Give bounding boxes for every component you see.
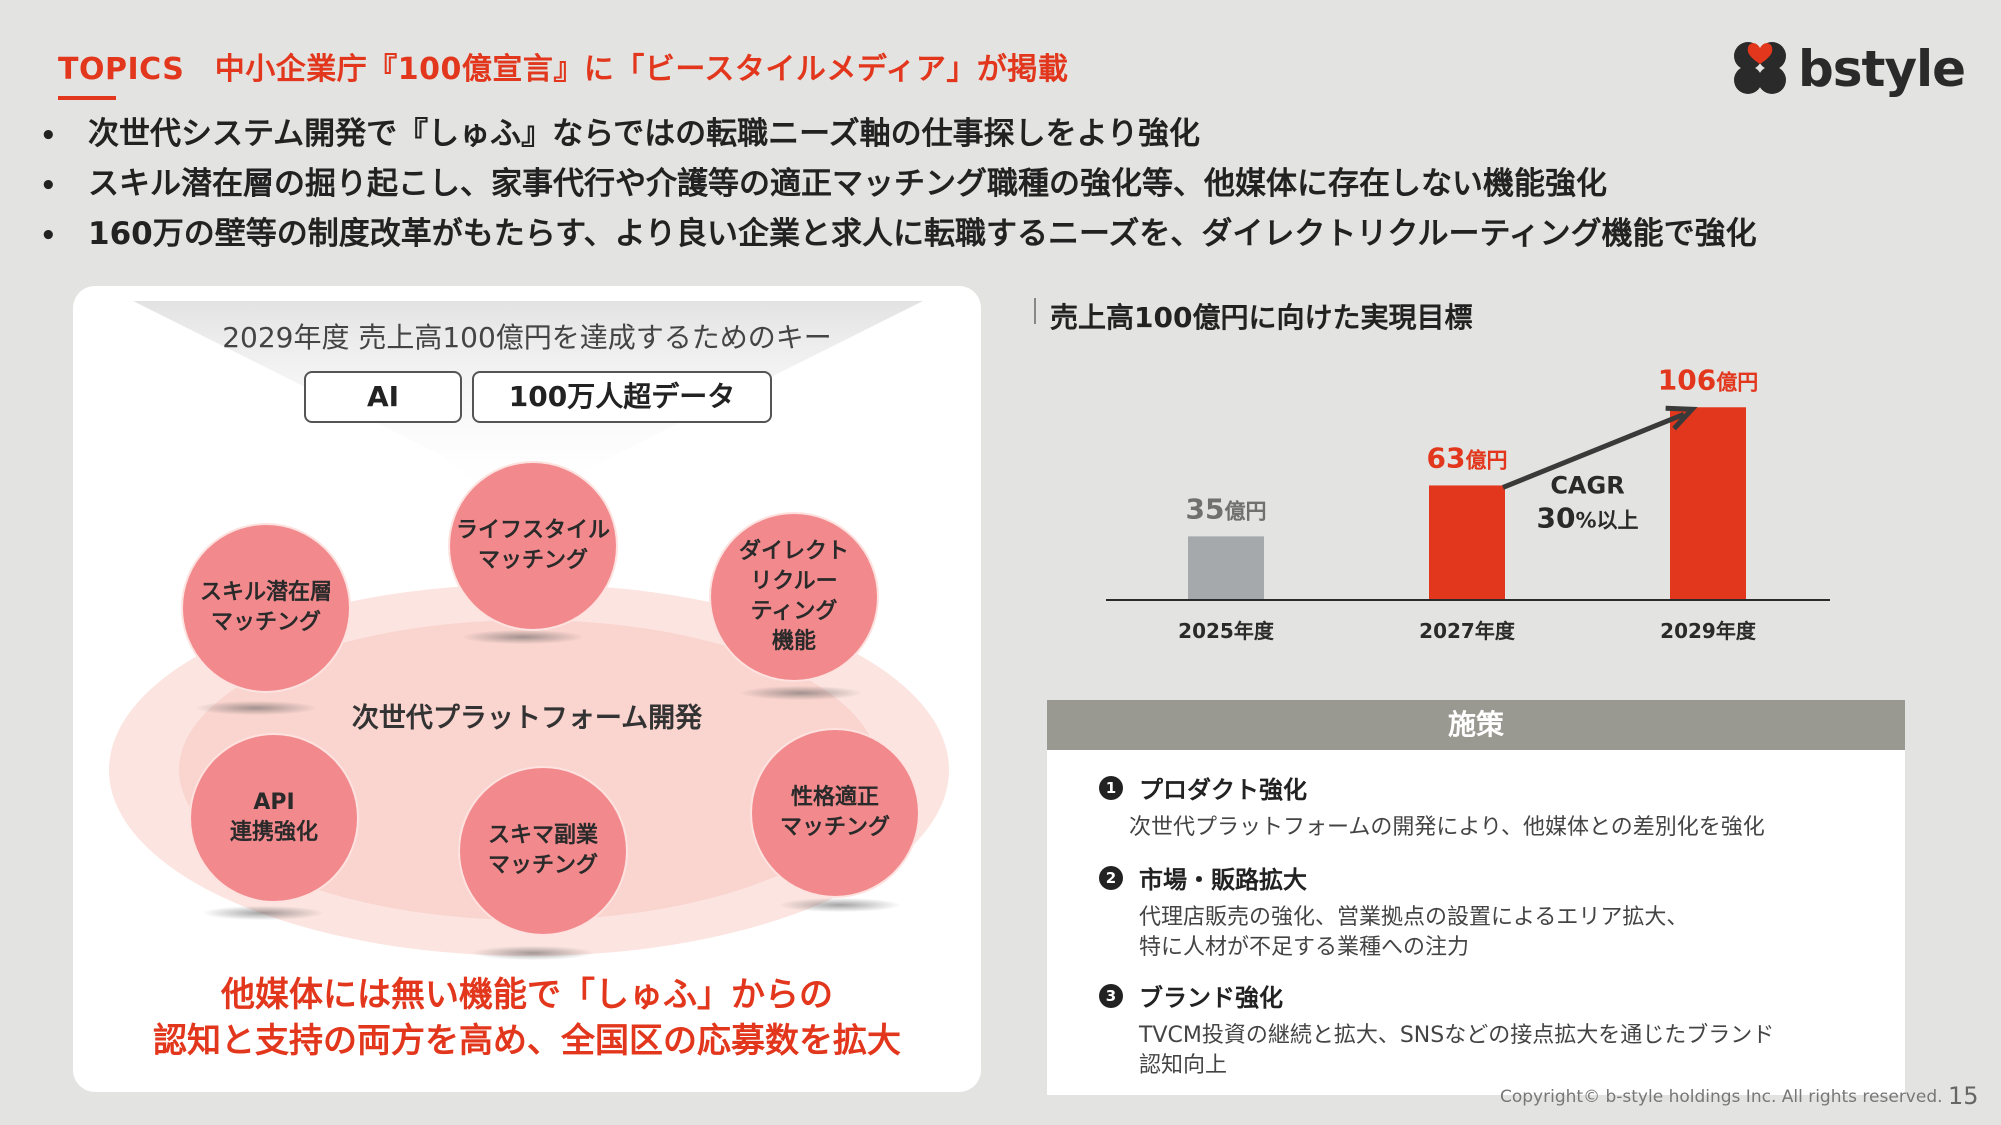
circle-shadow [741,686,861,700]
bullet-item: • スキル潜在層の掘り起こし、家事代行や介護等の適正マッチング職種の強化等、他媒体… [40,160,1757,210]
measure-item: 1 プロダクト強化 次世代プラットフォームの開発により、他媒体との差別化を強化 [1099,770,1765,843]
circle-shadow [780,898,900,912]
key-box-ai: AI [304,371,462,423]
measure-desc: 代理店販売の強化、営業拠点の設置によるエリア拡大、 特に人材が不足する業種への注… [1139,905,1689,960]
circle-api-integration: API 連携強化 [189,733,359,903]
logo-text: bstyle [1798,40,1966,98]
measures-panel: 施策 1 プロダクト強化 次世代プラットフォームの開発により、他媒体との差別化を強… [1047,700,1905,1095]
measure-item: 3 ブランド強化 TVCM投資の継続と拡大、SNSなどの接点拡大を通じたブランド … [1099,978,1774,1081]
copyright: Copyright© b-style holdings Inc. All rig… [1500,1087,1943,1107]
key-factors-panel: 2029年度 売上高100億円を達成するためのキー AI 100万人超データ ラ… [73,286,981,1092]
topic-underline [58,96,116,100]
key-box-data: 100万人超データ [472,371,772,423]
bar-value-label: 63億円 [1427,441,1508,474]
measure-title: 1 プロダクト強化 [1099,770,1765,805]
measure-desc: 次世代プラットフォームの開発により、他媒体との差別化を強化 [1129,815,1765,840]
chart-title-text: 売上高100億円に向けた実現目標 [1050,301,1473,334]
number-badge-icon: 1 [1099,775,1123,800]
bar-value-label: 35億円 [1186,492,1267,525]
bullet-text: スキル潜在層の掘り起こし、家事代行や介護等の適正マッチング職種の強化等、他媒体に… [88,166,1607,202]
key-title: 2029年度 売上高100億円を達成するためのキー [222,321,832,354]
number-badge-icon: 3 [1099,983,1123,1008]
heading-marker [1034,298,1036,324]
cagr-value-label: 30%以上 [1536,501,1638,534]
circle-lifestyle-matching: ライフスタイル マッチング [448,461,618,631]
measure-title-text: 市場・販路拡大 [1139,866,1307,894]
bullet-dot: • [40,171,57,201]
bullet-text: 次世代システム開発で『しゅふ』ならではの転職ニーズ軸の仕事探しをより強化 [88,116,1200,152]
bullet-item: • 次世代システム開発で『しゅふ』ならではの転職ニーズ軸の仕事探しをより強化 [40,110,1757,160]
cagr-arrow-head-icon [1665,405,1698,431]
bar-2029年度 [1670,407,1746,600]
measure-title: 2 市場・販路拡大 [1099,860,1688,895]
cagr-arrow-line [1502,411,1685,490]
bullet-item: • 160万の壁等の制度改革がもたらす、より良い企業と求人に転職するニーズを、ダイ… [40,210,1757,260]
bullet-dot: • [40,121,57,151]
bullet-list: • 次世代システム開発で『しゅふ』ならではの転職ニーズ軸の仕事探しをより強化 • ス… [40,110,1757,260]
bullet-text: 160万の壁等の制度改革がもたらす、より良い企業と求人に転職するニーズを、ダイレ… [88,216,1757,252]
circle-shadow [463,630,583,644]
circle-skill-latent-matching: スキル潜在層 マッチング [181,523,351,693]
measure-title: 3 ブランド強化 [1099,978,1774,1013]
topic-title: TOPICS 中小企業庁『100億宣言』に「ビースタイルメディア」が掲載 [58,52,1069,87]
circle-personality-matching: 性格適正 マッチング [750,728,920,898]
measure-title-text: ブランド強化 [1139,984,1283,1012]
circle-direct-recruiting: ダイレクト リクルー ティング 機能 [709,512,879,682]
x-tick-label: 2027年度 [1419,619,1516,643]
cagr-label: CAGR [1550,471,1624,499]
bar-2027年度 [1429,485,1505,600]
measures-header: 施策 [1047,700,1905,750]
circle-shadow [196,701,316,715]
x-tick-label: 2029年度 [1660,619,1757,643]
circle-shadow [473,946,593,960]
clover-heart-icon [1734,42,1786,94]
bar-value-label: 106億円 [1658,363,1758,396]
bar-2025年度 [1188,536,1264,600]
page-number: 15 [1948,1082,1979,1110]
measure-item: 2 市場・販路拡大 代理店販売の強化、営業拠点の設置によるエリア拡大、 特に人材が… [1099,860,1688,963]
circle-shadow [203,906,323,920]
x-tick-label: 2025年度 [1178,619,1275,643]
tagline: 他媒体には無い機能で「しゅふ」からの 認知と支持の両方を高め、全国区の応募数を拡… [153,975,901,1061]
circle-side-job-matching: スキマ副業 マッチング [458,766,628,936]
number-badge-icon: 2 [1099,865,1123,890]
measure-title-text: プロダクト強化 [1139,776,1307,804]
chart-title: 売上高100億円に向けた実現目標 [1034,296,1472,336]
bstyle-logo: bstyle [1726,38,1966,100]
platform-label: 次世代プラットフォーム開発 [351,703,703,734]
measure-desc: TVCM投資の継続と拡大、SNSなどの接点拡大を通じたブランド 認知向上 [1139,1023,1775,1078]
bullet-dot: • [40,221,57,251]
